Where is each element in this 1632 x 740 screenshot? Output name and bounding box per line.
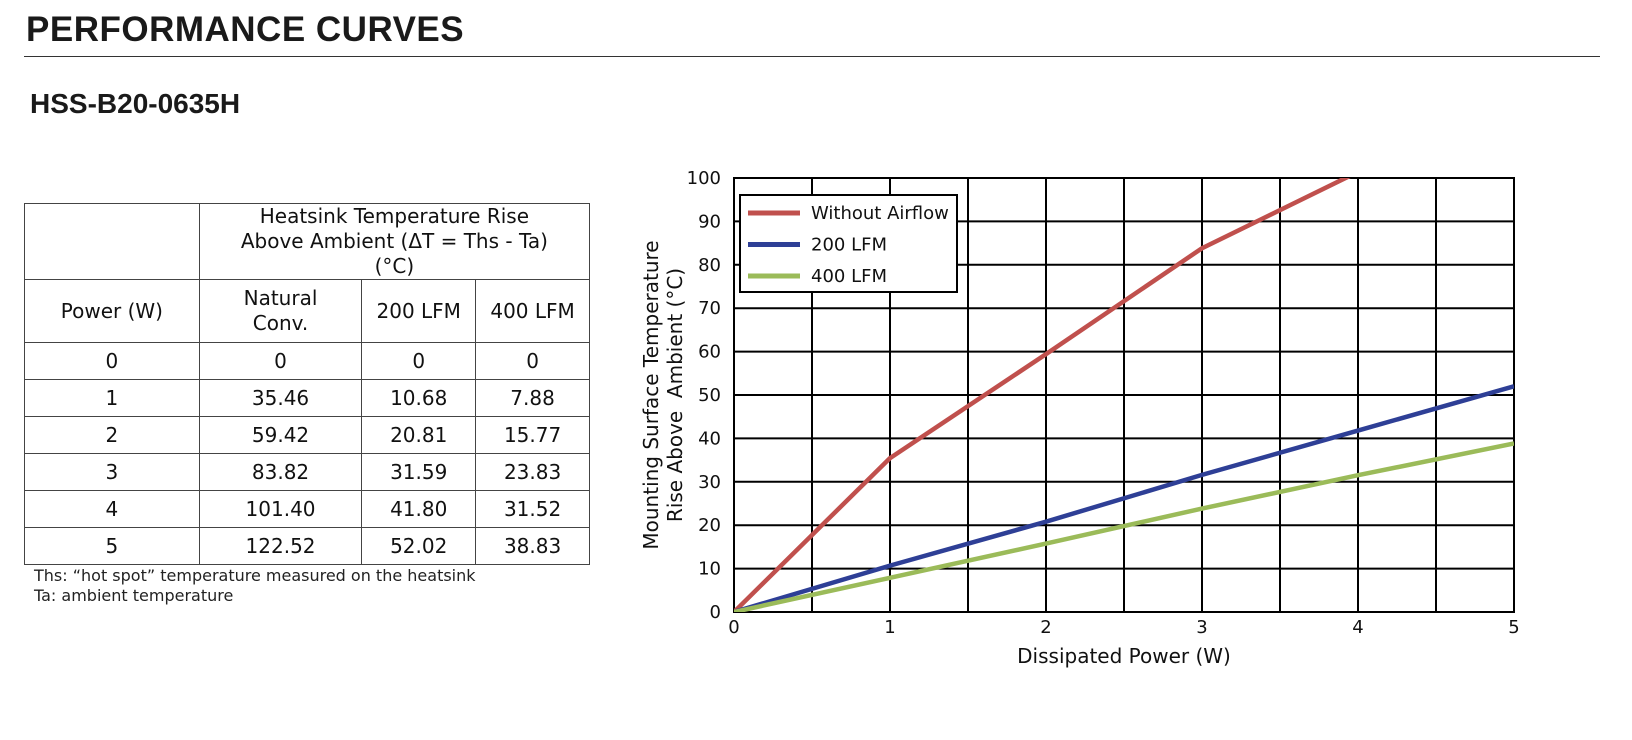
table-cell: 15.77 — [475, 416, 590, 454]
y-tick-label: 100 — [687, 168, 721, 189]
legend-label: 200 LFM — [811, 235, 887, 256]
x-tick-label: 1 — [884, 617, 895, 638]
table-cell: 5 — [24, 527, 200, 565]
table-cell: 0 — [475, 342, 590, 380]
y-axis-label-line: Mounting Surface Temperature — [639, 240, 663, 549]
y-tick-label: 40 — [698, 428, 721, 449]
table-row: 5 122.52 52.02 38.83 — [24, 527, 590, 565]
table-cell: 0 — [198, 342, 363, 380]
y-axis-label: Mounting Surface TemperatureRise Above A… — [639, 240, 687, 549]
table-cell: 7.88 — [475, 379, 590, 417]
table-cell: 122.52 — [198, 527, 363, 565]
x-axis-label: Dissipated Power (W) — [1017, 644, 1231, 668]
column-header-200-lfm: 200 LFM — [361, 279, 477, 343]
table-corner-cell — [24, 203, 200, 280]
table-row: 2 59.42 20.81 15.77 — [24, 416, 590, 454]
table-note-ths: Ths: “hot spot” temperature measured on … — [34, 566, 476, 585]
table-cell: 0 — [361, 342, 477, 380]
table-cell: 2 — [24, 416, 200, 454]
table-group-header: Heatsink Temperature Rise Above Ambient … — [198, 203, 591, 280]
table-cell: 3 — [24, 453, 200, 491]
section-title: PERFORMANCE CURVES — [26, 10, 465, 49]
x-tick-label: 0 — [728, 617, 739, 638]
performance-table: Heatsink Temperature Rise Above Ambient … — [24, 203, 591, 565]
y-axis-label-line: Rise Above Ambient (°C) — [663, 268, 687, 522]
y-tick-label: 90 — [698, 211, 721, 232]
table-cell: 23.83 — [475, 453, 590, 491]
table-cell: 83.82 — [198, 453, 363, 491]
series-line — [734, 441, 1514, 612]
x-tick-label: 4 — [1352, 617, 1363, 638]
table-cell: 31.59 — [361, 453, 477, 491]
table-row: 1 35.46 10.68 7.88 — [24, 379, 590, 417]
y-tick-label: 0 — [710, 602, 721, 623]
legend-label: Without Airflow — [811, 203, 949, 224]
y-tick-label: 80 — [698, 255, 721, 276]
model-title: HSS-B20-0635H — [30, 88, 241, 119]
table-cell: 35.46 — [198, 379, 363, 417]
table-cell: 41.80 — [361, 490, 477, 528]
legend-label: 400 LFM — [811, 266, 887, 287]
column-header-natural-conv: Natural Conv. — [198, 279, 363, 343]
plot-frame — [733, 177, 1515, 613]
table-cell: 59.42 — [198, 416, 363, 454]
y-tick-label: 20 — [698, 515, 721, 536]
x-tick-label: 2 — [1040, 617, 1051, 638]
y-tick-label: 60 — [698, 342, 721, 363]
table-row: 3 83.82 31.59 23.83 — [24, 453, 590, 491]
y-tick-label: 50 — [698, 385, 721, 406]
column-header-power: Power (W) — [24, 279, 200, 343]
column-header-400-lfm: 400 LFM — [475, 279, 590, 343]
series-line — [734, 178, 1351, 612]
table-row: 4 101.40 41.80 31.52 — [24, 490, 590, 528]
table-row: 0 0 0 0 — [24, 342, 590, 380]
title-divider — [24, 56, 1600, 57]
table-cell: 1 — [24, 379, 200, 417]
x-tick-label: 3 — [1196, 617, 1207, 638]
table-cell: 52.02 — [361, 527, 477, 565]
table-cell: 10.68 — [361, 379, 477, 417]
table-header-row: Heatsink Temperature Rise Above Ambient … — [24, 203, 591, 280]
table-column-header-row: Power (W) Natural Conv. 200 LFM 400 LFM — [24, 279, 590, 343]
y-tick-label: 10 — [698, 559, 721, 580]
y-tick-label: 70 — [698, 298, 721, 319]
table-cell: 38.83 — [475, 527, 590, 565]
table-cell: 0 — [24, 342, 200, 380]
table-note-ta: Ta: ambient temperature — [34, 586, 234, 605]
y-tick-label: 30 — [698, 472, 721, 493]
series-line — [734, 384, 1514, 612]
x-tick-label: 5 — [1508, 617, 1519, 638]
